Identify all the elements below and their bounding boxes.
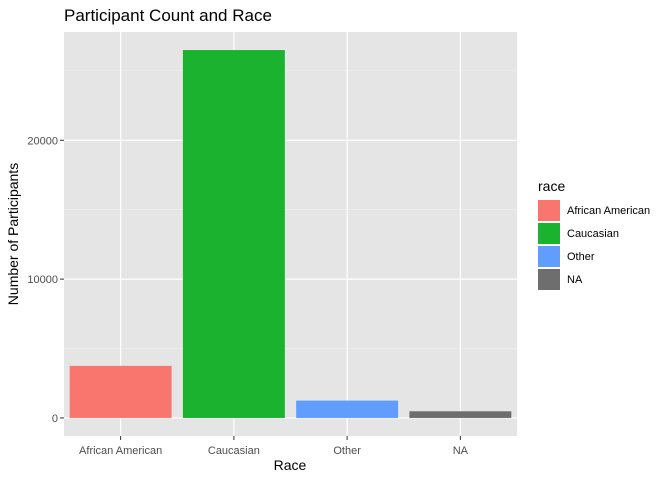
y-axis-title: Number of Participants [5, 163, 21, 305]
bar-other [296, 400, 399, 418]
legend-label-other: Other [567, 251, 595, 263]
legend-key-na [538, 269, 560, 290]
bar-caucasian [182, 50, 285, 418]
x-axis-title: Race [274, 457, 307, 473]
y-tick-label: 0 [52, 413, 58, 425]
x-tick-label: NA [453, 445, 469, 457]
x-tick-label: Other [333, 445, 361, 457]
legend-title: race [538, 178, 565, 194]
legend-key-african-american [538, 200, 560, 221]
legend-key-other [538, 246, 560, 267]
y-tick-label: 10000 [27, 274, 58, 286]
legend: race African American Caucasian Other NA [538, 178, 650, 290]
x-tick-label: Caucasian [208, 445, 260, 457]
bars [69, 50, 512, 418]
legend-key-caucasian [538, 223, 560, 244]
legend-label-african-american: African American [567, 205, 650, 217]
legend-label-na: NA [567, 274, 583, 286]
chart-title: Participant Count and Race [64, 6, 272, 25]
bar-na [409, 411, 512, 418]
y-axis: 0 10000 20000 [27, 135, 64, 425]
x-tick-label: African American [79, 445, 162, 457]
x-axis: African American Caucasian Other NA [79, 436, 469, 457]
y-tick-label: 20000 [27, 135, 58, 147]
legend-label-caucasian: Caucasian [567, 228, 619, 240]
bar-african-american [69, 365, 172, 418]
